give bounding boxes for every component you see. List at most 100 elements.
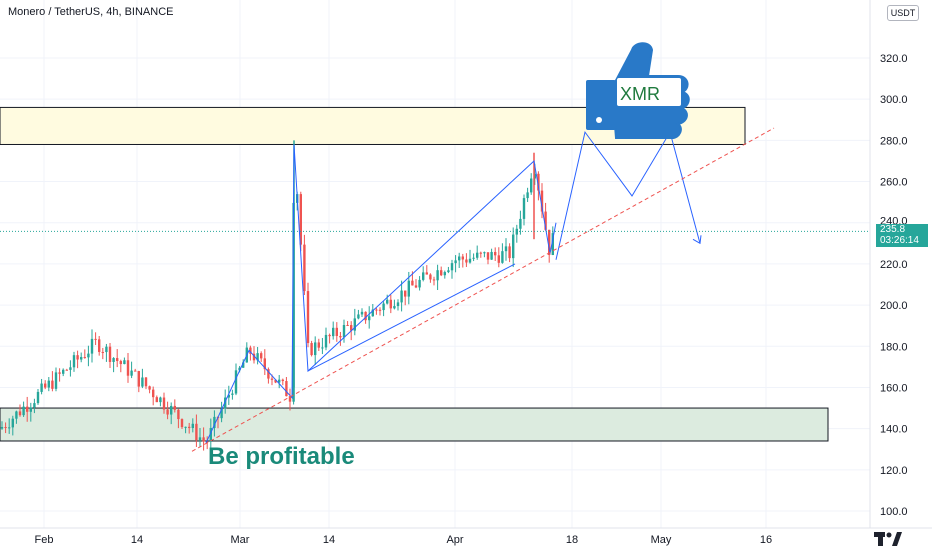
candle-body (368, 316, 371, 321)
candle-body (389, 299, 392, 309)
candle-body (548, 229, 551, 256)
candle-body (220, 408, 223, 419)
candle-body (155, 397, 158, 403)
overlay: XMR Be profitable (208, 42, 690, 470)
candle-body (80, 357, 83, 360)
candle-body (458, 256, 461, 261)
candle-body (83, 357, 86, 359)
candle-body (123, 360, 126, 365)
time-axis: Feb 14 Mar 14 Apr 18 May 16 (35, 534, 773, 546)
y-tick-label: 200.0 (880, 300, 908, 312)
candle-body (396, 302, 400, 307)
candle-body (130, 370, 133, 376)
candle-body (267, 369, 270, 379)
candle-body (152, 389, 155, 398)
candle-body (314, 342, 317, 356)
candle-body (454, 260, 457, 264)
candle-body (526, 192, 529, 199)
candle-body (310, 343, 313, 356)
candle-body (29, 407, 32, 412)
tradingview-logo[interactable] (873, 530, 903, 548)
x-tick-label: 14 (323, 534, 335, 546)
pattern-line (205, 144, 557, 444)
be-profitable-label: Be profitable (208, 443, 355, 470)
candle-body (224, 397, 227, 409)
candle-body (173, 405, 176, 410)
candle-body (40, 383, 43, 392)
candle-body (353, 318, 356, 331)
candle-body (335, 327, 338, 336)
candle-body (378, 309, 382, 311)
candle-body (285, 381, 288, 397)
candle-body (26, 406, 29, 412)
candle-body (414, 285, 418, 288)
candle-body (393, 306, 396, 309)
candle-body (476, 252, 479, 258)
candle-body (350, 325, 353, 331)
candle-body (177, 409, 180, 420)
candle-body (404, 290, 407, 297)
candle-body (65, 369, 68, 371)
candle-body (281, 379, 284, 382)
candle-body (116, 358, 119, 362)
x-tick-label: May (651, 534, 672, 546)
arrow-head (692, 235, 702, 245)
candle-body (209, 427, 212, 442)
candle-body (278, 379, 281, 383)
candle-body (375, 309, 378, 311)
candle-countdown: 03:26:14 (880, 235, 919, 246)
candle-body (468, 258, 472, 263)
y-tick-label: 320.0 (880, 53, 908, 65)
candle-body (357, 314, 360, 319)
y-tick-label: 160.0 (880, 382, 908, 394)
candle-body (508, 246, 511, 259)
candle-body (328, 334, 331, 337)
candle-body (386, 299, 389, 304)
currency-button[interactable]: USDT (887, 5, 919, 21)
candle-body (76, 355, 79, 360)
x-tick-label: 14 (131, 534, 143, 546)
candle-body (234, 370, 238, 394)
candle-body (90, 338, 94, 354)
candle-body (141, 377, 144, 387)
candle-body (62, 369, 65, 374)
candle-body (184, 426, 187, 428)
candle-body (188, 426, 191, 429)
candles (0, 140, 554, 451)
last-price-tag: 235.8 03:26:14 (876, 224, 928, 247)
badge-text: XMR (620, 84, 660, 104)
y-tick-label: 280.0 (880, 135, 908, 147)
x-tick-label: 18 (566, 534, 578, 546)
candle-body (332, 327, 335, 337)
candle-body (231, 393, 234, 395)
candle-body (382, 303, 385, 311)
x-tick-label: 16 (760, 534, 772, 546)
candle-body (134, 370, 137, 372)
candle-body (440, 270, 443, 276)
candle-body (346, 325, 349, 327)
candle-body (461, 256, 464, 260)
candle-body (447, 270, 450, 273)
candle-body (4, 427, 7, 429)
support-zone (0, 407, 829, 442)
candle-body (256, 353, 259, 361)
candle-body (15, 411, 18, 419)
candle-body (339, 335, 342, 338)
candle-body (206, 441, 209, 443)
candle-body (371, 309, 374, 317)
candle-body (303, 244, 306, 292)
candle-body (51, 380, 54, 389)
candle-body (159, 397, 162, 403)
candle-body (227, 394, 230, 398)
chart-title: Monero / TetherUS, 4h, BINANCE (8, 6, 174, 18)
candle-body (317, 342, 320, 348)
candle-body (544, 211, 547, 230)
y-tick-label: 100.0 (880, 506, 908, 518)
candle-body (170, 405, 173, 415)
candle-body (22, 406, 25, 416)
candle-body (494, 251, 497, 256)
candle-body (429, 274, 432, 280)
candle-body (472, 257, 475, 259)
y-tick-label: 120.0 (880, 465, 908, 477)
